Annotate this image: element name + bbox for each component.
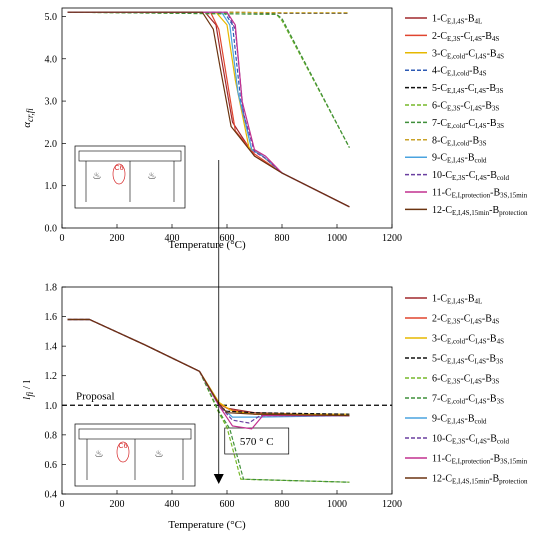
x-tick-label: 1200 bbox=[382, 499, 402, 510]
chart-length-ratio: 0 200 400 600 800 1000 1200 0.4 0.6 0.8 1.0 1.2 1.4 1… bbox=[21, 283, 528, 532]
x-tick-label: 1000 bbox=[327, 499, 347, 510]
legend-entry: 3-CE,cold-CI,4S-B4S bbox=[432, 334, 504, 346]
legend-entry: 10-CE,3S-CI,4S-Bcold bbox=[432, 434, 509, 446]
x-tick-label: 0 bbox=[60, 499, 65, 510]
legend-entry: 4-CE,I,cold-B4S bbox=[432, 66, 487, 78]
y-tick-label: 2.0 bbox=[45, 139, 58, 150]
series-line bbox=[67, 318, 350, 430]
legend-entry: 6-CE,3S-CI,4S-B3S bbox=[432, 374, 499, 386]
y-tick-label: 0.6 bbox=[45, 460, 58, 471]
legend-entry: 8-CE,I,cold-B3S bbox=[432, 135, 487, 147]
y-tick-label: 1.4 bbox=[45, 342, 58, 353]
y-tick-label: 1.8 bbox=[45, 283, 58, 294]
y-tick-label: 0.4 bbox=[45, 490, 58, 501]
y-tick-label: 1.0 bbox=[45, 181, 58, 192]
legend-entry: 10-CE,3S-CI,4S-Bcold bbox=[432, 170, 509, 182]
series-line bbox=[67, 11, 350, 148]
y-axis-title: αcr,fi bbox=[21, 108, 35, 128]
inset-highlight bbox=[116, 441, 130, 463]
legend-entry: 5-CE,I,4S-CI,4S-B3S bbox=[432, 83, 503, 95]
x-axis-title: Temperature (°C) bbox=[168, 519, 246, 531]
legend-entry: 1-CE,I,4S-B4L bbox=[432, 294, 482, 306]
inset-highlight bbox=[112, 163, 126, 185]
legend-entry: 11-CE,I,protection-B3S,15min bbox=[432, 188, 528, 200]
fire-icon: ♨ bbox=[95, 449, 104, 460]
y-tick-label: 1.0 bbox=[45, 401, 58, 412]
y-tick-label: 1.2 bbox=[45, 371, 58, 382]
y-tick-label: 0.0 bbox=[45, 224, 58, 235]
inset-label: C6 bbox=[115, 165, 124, 172]
fire-icon: ♨ bbox=[93, 171, 102, 182]
y-tick-label: 0.8 bbox=[45, 430, 58, 441]
x-tick-label: 200 bbox=[110, 233, 125, 244]
series-line bbox=[67, 318, 350, 418]
fire-icon: ♨ bbox=[155, 449, 164, 460]
x-tick-label: 400 bbox=[165, 233, 180, 244]
proposal-label: Proposal bbox=[76, 390, 115, 402]
chart-alpha-cr-fi: 0 200 400 600 800 1000 1200 0.0 1.0 2.0 3.0 4.0 5.0 T… bbox=[21, 7, 528, 251]
x-tick-label: 1000 bbox=[327, 233, 347, 244]
legend-entry: 12-CE,I,4S,15min-Bprotection bbox=[432, 474, 528, 486]
x-tick-label: 600 bbox=[220, 499, 235, 510]
series-line bbox=[67, 11, 350, 208]
y-tick-label: 4.0 bbox=[45, 54, 58, 65]
y-tick-label: 5.0 bbox=[45, 12, 58, 23]
x-tick-label: 800 bbox=[275, 233, 290, 244]
series-line bbox=[67, 11, 350, 208]
legend-entry: 12-CE,I,4S,15min-Bprotection bbox=[432, 205, 528, 217]
legend-entry: 5-CE,I,4S-CI,4S-B3S bbox=[432, 354, 503, 366]
down-arrow-icon bbox=[213, 474, 224, 484]
x-tick-label: 0 bbox=[60, 233, 65, 244]
legend-entry: 9-CE,I,4S-Bcold bbox=[432, 414, 487, 426]
series-line bbox=[67, 318, 350, 417]
y-tick-label: 3.0 bbox=[45, 97, 58, 108]
annotation-box bbox=[224, 427, 290, 455]
x-tick-label: 1200 bbox=[382, 233, 402, 244]
fire-icon: ♨ bbox=[148, 171, 157, 182]
series-line bbox=[67, 318, 350, 424]
x-tick-label: 600 bbox=[220, 233, 235, 244]
y-tick-label: 1.6 bbox=[45, 312, 58, 323]
legend-entry: 7-CE,cold-CI,4S-B3S bbox=[432, 118, 504, 130]
y-axis-title: lfi / l bbox=[21, 380, 35, 400]
x-axis-title: Temperature (°C) bbox=[168, 239, 246, 251]
annotation-label: 570 ° C bbox=[240, 436, 274, 448]
x-tick-label: 200 bbox=[110, 499, 125, 510]
inset-label: C6 bbox=[119, 443, 128, 450]
legend-entry: 9-CE,I,4S-Bcold bbox=[432, 153, 487, 165]
legend-entry: 2-CE,3S-CI,4S-B4S bbox=[432, 31, 499, 43]
x-tick-label: 800 bbox=[275, 499, 290, 510]
legend-entry: 3-CE,cold-CI,4S-B4S bbox=[432, 48, 504, 60]
x-tick-label: 400 bbox=[165, 499, 180, 510]
legend-entry: 11-CE,I,protection-B3S,15min bbox=[432, 454, 528, 466]
legend-entry: 2-CE,3S-CI,4S-B4S bbox=[432, 314, 499, 326]
legend-entry: 7-CE,cold-CI,4S-B3S bbox=[432, 394, 504, 406]
series-line bbox=[67, 11, 350, 148]
legend-entry: 1-CE,I,4S-B4L bbox=[432, 14, 482, 26]
legend-entry: 6-CE,3S-CI,4S-B3S bbox=[432, 101, 499, 113]
